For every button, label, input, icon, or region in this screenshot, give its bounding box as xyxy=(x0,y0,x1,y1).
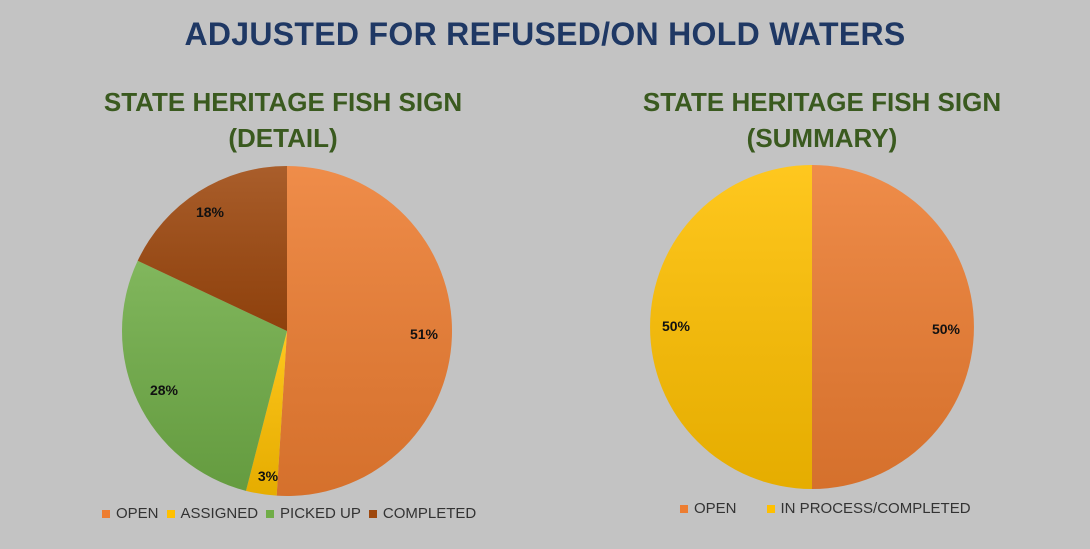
summary-title-line1: STATE HERITAGE FISH SIGN xyxy=(642,87,1002,117)
detail-legend-item: COMPLETED xyxy=(368,505,477,522)
detail-pie: 51% 3% 28% 18% xyxy=(121,166,453,497)
summary-chart-title: STATE HERITAGE FISH SIGN (SUMMARY) xyxy=(612,84,1032,156)
summary-slice-label: 50% xyxy=(662,318,691,334)
summary-slice-shade xyxy=(650,165,812,489)
summary-title-line2: (SUMMARY) xyxy=(746,123,898,153)
summary-legend-label: IN PROCESS/COMPLETED xyxy=(780,500,971,517)
summary-legend-swatch xyxy=(766,504,775,513)
detail-chart-title: STATE HERITAGE FISH SIGN (DETAIL) xyxy=(73,84,493,156)
detail-slice-label: 3% xyxy=(258,468,279,484)
summary-legend-label: OPEN xyxy=(694,500,737,517)
detail-legend-swatch xyxy=(166,509,175,518)
detail-legend-label: OPEN xyxy=(116,505,159,522)
detail-legend-swatch xyxy=(266,509,275,518)
detail-slice-shade xyxy=(245,331,287,496)
detail-slice-shade xyxy=(121,260,287,491)
detail-legend-label: COMPLETED xyxy=(382,505,477,522)
summary-pie: 50% 50% xyxy=(650,165,974,489)
summary-legend-swatch xyxy=(680,504,688,513)
detail-legend: OPEN ASSIGNED PICKED UP COMPLETED xyxy=(102,505,484,522)
detail-legend-swatch xyxy=(102,509,110,518)
detail-legend-label: ASSIGNED xyxy=(180,505,259,522)
detail-legend-item: PICKED UP xyxy=(266,505,361,522)
page-title: ADJUSTED FOR REFUSED/ON HOLD WATERS xyxy=(184,16,906,52)
detail-slice-label: 51% xyxy=(410,326,439,342)
detail-slice-label: 18% xyxy=(196,204,225,220)
summary-legend-item: OPEN xyxy=(680,500,737,517)
detail-slice-label: 28% xyxy=(150,382,179,398)
detail-legend-swatch xyxy=(368,509,377,518)
detail-slice-shade xyxy=(137,166,287,331)
detail-title-line2: (DETAIL) xyxy=(228,123,338,153)
detail-title-line1: STATE HERITAGE FISH SIGN xyxy=(103,87,463,117)
detail-legend-item: ASSIGNED xyxy=(166,505,259,522)
summary-legend: OPEN IN PROCESS/COMPLETED xyxy=(680,500,1001,517)
detail-legend-item: OPEN xyxy=(102,505,159,522)
detail-legend-label: PICKED UP xyxy=(280,505,361,522)
summary-slice-label: 50% xyxy=(932,321,961,337)
summary-slice-shade xyxy=(812,165,974,489)
detail-slice-shade xyxy=(276,166,453,497)
summary-legend-item: IN PROCESS/COMPLETED xyxy=(766,500,971,517)
